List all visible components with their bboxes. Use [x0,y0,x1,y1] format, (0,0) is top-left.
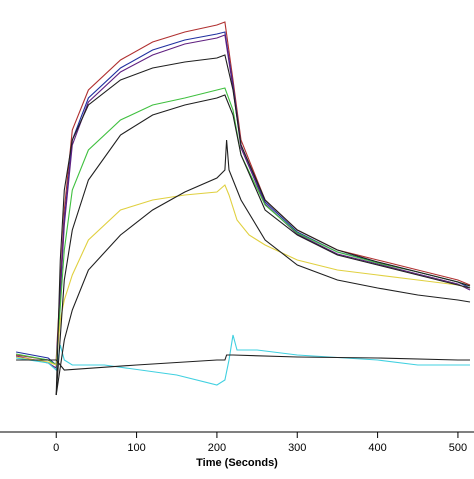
sensorgram-line [15,87,471,366]
sensorgram-line [16,334,470,386]
x-tick-label: 100 [127,442,145,454]
x-tick-label: 400 [368,442,386,454]
sensorgram-line [16,184,471,366]
sensorgram-line [55,94,471,396]
sensorgram-line [15,31,471,367]
x-tick-label: 0 [53,442,59,454]
sensorgram-line [55,54,471,396]
x-tick-label: 200 [208,442,226,454]
x-axis-title: Time (Seconds) [196,457,278,469]
sensorgram-line [55,139,471,396]
x-tick-label: 300 [288,442,306,454]
sensorgram-line [16,21,471,361]
sensorgram-line [16,354,470,371]
sensorgram-line [15,34,471,369]
x-tick-label: 500 [449,442,467,454]
